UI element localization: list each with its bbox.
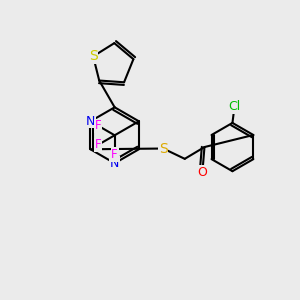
Text: S: S [159,142,168,155]
Text: Cl: Cl [228,100,240,113]
Text: F: F [95,119,101,132]
Text: N: N [86,115,95,128]
Text: S: S [89,49,98,63]
Text: N: N [110,157,119,170]
Text: O: O [197,166,207,178]
Text: F: F [111,148,118,161]
Text: F: F [95,138,101,151]
